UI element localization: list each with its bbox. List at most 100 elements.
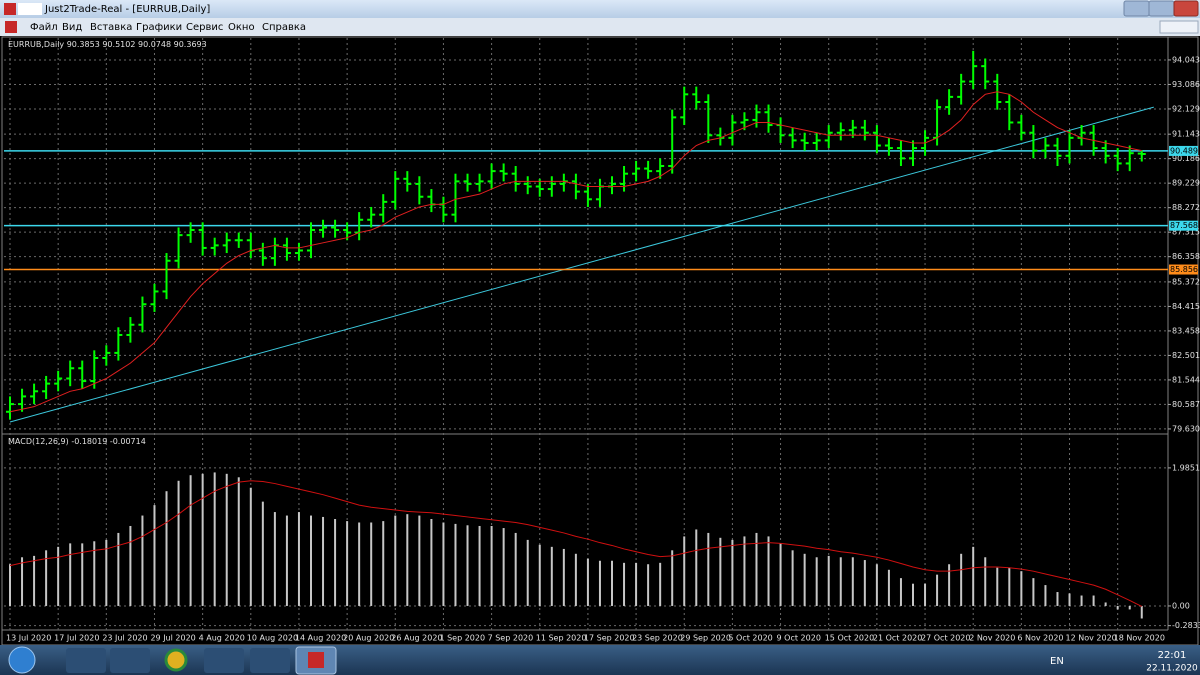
window-title: Just2Trade-Real - [EURRUB,Daily] (44, 4, 210, 15)
histogram-bar (815, 557, 818, 606)
menu-item[interactable]: Справка (262, 22, 306, 33)
histogram-bar (45, 550, 48, 606)
y-tick-label: 86.3580 (1172, 252, 1200, 261)
close-button[interactable] (1173, 0, 1199, 17)
histogram-bar (912, 583, 914, 606)
histogram-bar (1044, 585, 1047, 606)
histogram-bar (237, 477, 240, 606)
histogram-bar (1056, 592, 1059, 606)
trendline (9, 106, 1154, 423)
histogram-bar (623, 562, 626, 606)
histogram-bar (57, 546, 60, 606)
y-tick-label: 91.1430 (1172, 130, 1200, 139)
chrome-icon[interactable] (164, 648, 188, 672)
histogram-bar (598, 560, 601, 606)
level-label: 85.8564 (1170, 265, 1200, 274)
x-tick-label: 7 Sep 2020 (488, 634, 534, 643)
last-high: 90.5102 (102, 40, 135, 49)
menu-item[interactable]: Вид (62, 22, 82, 33)
y-tick-label: 94.0430 (1172, 55, 1200, 64)
histogram-bar (21, 557, 24, 606)
clock-date[interactable]: 22.11.2020 (1146, 664, 1198, 674)
histogram-bar (310, 515, 312, 606)
symbol: EURRUB,Daily (8, 40, 64, 49)
x-tick-label: 2 Nov 2020 (969, 634, 1015, 643)
histogram-bar (1140, 605, 1143, 619)
histogram-bar (406, 514, 409, 606)
x-tick-label: 29 Sep 2020 (680, 634, 731, 643)
histogram-bar (81, 543, 84, 606)
histogram-bar (984, 557, 987, 606)
menu-bar (0, 18, 1200, 36)
histogram-bar (647, 564, 650, 606)
x-tick-label: 10 Aug 2020 (247, 634, 298, 643)
menu-item[interactable]: Сервис (186, 22, 223, 33)
histogram-bar (346, 521, 349, 606)
y-tick-label: 93.0860 (1172, 80, 1200, 89)
histogram-bar (9, 564, 11, 606)
x-tick-label: 1 Sep 2020 (439, 634, 485, 643)
histogram-bar (1068, 593, 1071, 606)
menu-item[interactable]: Файл (30, 22, 58, 33)
maximize-button[interactable] (1148, 0, 1175, 17)
start-button[interactable] (8, 646, 36, 674)
y-tick-label: 1.98516 (1172, 463, 1200, 472)
chart-layer: 13 Jul 2020 17 Jul 2020 23 Jul 2020 29 Jul … (4, 38, 1200, 643)
ma-line (9, 91, 1142, 413)
x-tick-label: 29 Jul 2020 (150, 634, 195, 643)
histogram-bar (707, 532, 710, 606)
last-close: 90.3693 (174, 40, 207, 49)
histogram-bar (478, 525, 481, 606)
histogram-bar (1080, 595, 1083, 606)
histogram-bar (105, 539, 108, 606)
y-tick-label: 83.4580 (1172, 326, 1200, 335)
macd-title: MACD(12,26,9) (8, 437, 69, 446)
level-label-box (1169, 145, 1198, 156)
chart-header: EURRUB,Daily 90.3853 90.5102 90.0748 90.… (8, 40, 207, 49)
histogram-bar (719, 537, 722, 606)
x-tick-label: 5 Oct 2020 (728, 634, 772, 643)
histogram-bar (189, 475, 192, 606)
explorer-icon[interactable] (204, 648, 244, 673)
histogram-bar (562, 548, 565, 606)
histogram-bar (490, 525, 493, 606)
clock-time[interactable]: 22:01 (1158, 650, 1187, 661)
app-icon-2[interactable] (110, 648, 150, 673)
histogram-bar (394, 515, 397, 606)
histogram-bar (635, 562, 638, 606)
y-tick-label: 81.5440 (1172, 375, 1200, 384)
ie-icon[interactable] (66, 648, 106, 673)
app-icon-3[interactable] (250, 648, 290, 673)
histogram-bar (141, 515, 144, 606)
histogram-bar (538, 544, 541, 606)
taskbar (0, 645, 1200, 675)
macd-last: -0.18019 (71, 437, 107, 446)
language[interactable]: EN (1050, 656, 1064, 667)
menu-item[interactable]: Вставка (90, 22, 132, 33)
minimize-button[interactable] (1123, 0, 1150, 17)
histogram-bar (201, 473, 204, 606)
chart-window (1, 36, 1199, 646)
histogram-bar (755, 532, 758, 606)
histogram-bar (767, 536, 770, 606)
y-tick-label: 82.5010 (1172, 351, 1200, 360)
x-tick-label: 23 Sep 2020 (632, 634, 683, 643)
menu-item[interactable]: Графики (136, 22, 182, 33)
histogram-bar (297, 512, 300, 606)
histogram-bar (117, 532, 120, 606)
histogram-bar (454, 523, 457, 606)
level-label: 87.5688 (1170, 221, 1200, 230)
histogram-bar (1008, 567, 1011, 606)
histogram-bar (213, 472, 216, 606)
histogram-bar (1116, 605, 1119, 610)
menu: Файл Вид Вставка Графики Сервис Окно Справка (30, 22, 306, 33)
child-window-buttons[interactable] (1159, 20, 1199, 34)
histogram-bar (322, 516, 325, 606)
histogram-bar (382, 521, 385, 606)
x-tick-label: 4 Aug 2020 (199, 634, 245, 643)
menu-item[interactable]: Окно (228, 22, 255, 33)
histogram-bar (249, 487, 252, 606)
x-tick-label: 21 Oct 2020 (873, 634, 922, 643)
x-tick-label: 9 Oct 2020 (777, 634, 821, 643)
y-tick-label: 88.2720 (1172, 203, 1200, 212)
